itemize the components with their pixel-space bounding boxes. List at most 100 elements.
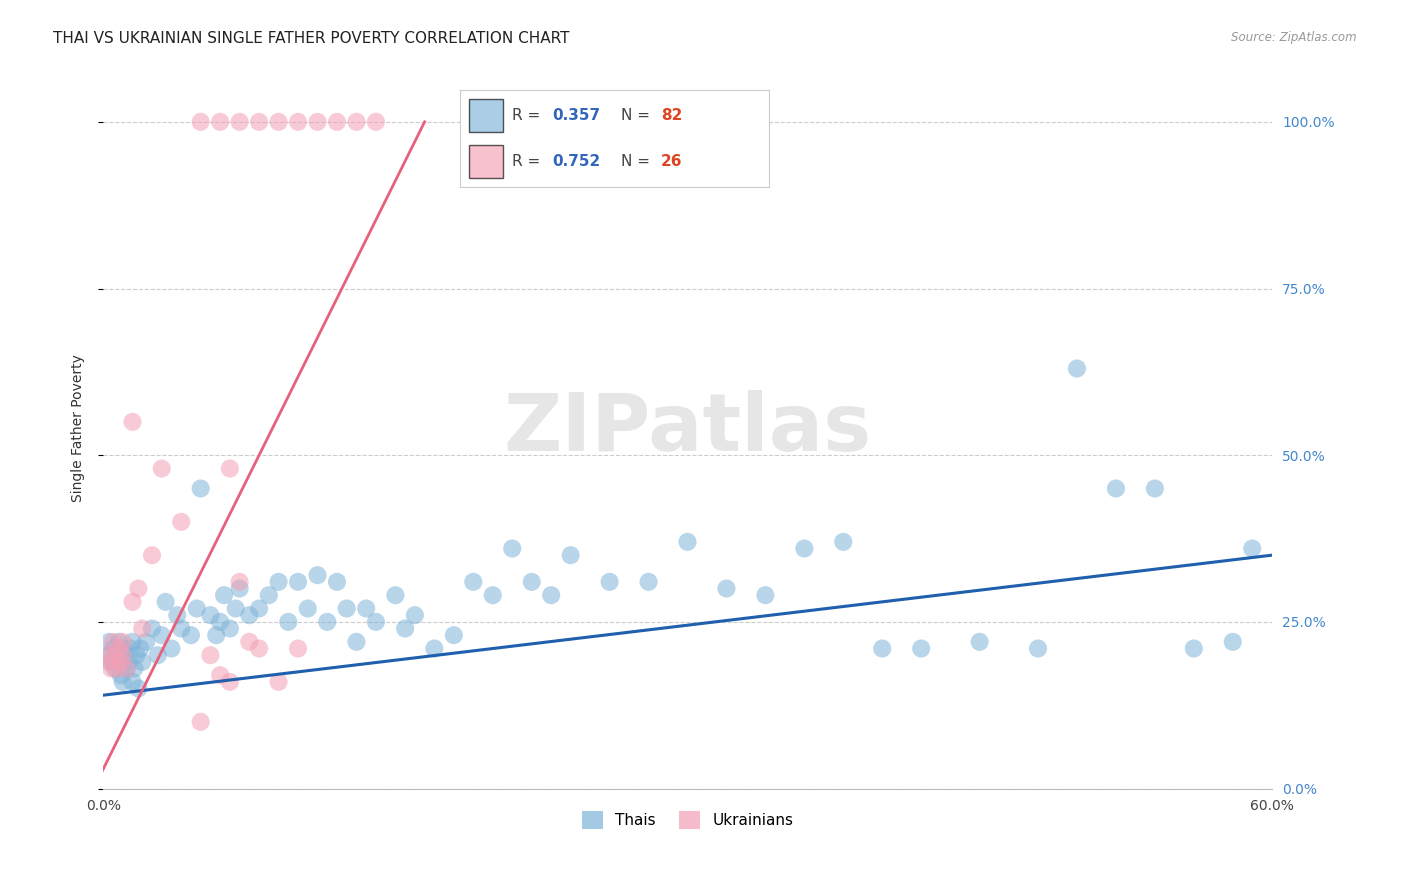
Ukrainians [121,595,143,609]
Thais [111,674,134,689]
Thais [257,588,280,602]
Thais [336,601,359,615]
Thais [247,601,270,615]
Ukrainians [96,648,118,663]
Ukrainians [247,115,270,129]
Ukrainians [218,461,240,475]
Ukrainians [98,655,121,669]
Thais [114,648,136,663]
Text: ZIPatlas: ZIPatlas [503,390,872,467]
Thais [404,608,426,623]
Thais [141,622,163,636]
Ukrainians [228,115,250,129]
Thais [228,582,250,596]
Ukrainians [111,648,134,663]
Thais [131,655,153,669]
Thais [832,534,855,549]
Text: THAI VS UKRAINIAN SINGLE FATHER POVERTY CORRELATION CHART: THAI VS UKRAINIAN SINGLE FATHER POVERTY … [53,31,569,46]
Ukrainians [121,415,143,429]
Thais [307,568,329,582]
Thais [180,628,202,642]
Thais [346,635,368,649]
Thais [277,615,299,629]
Thais [637,574,659,589]
Thais [117,655,139,669]
Y-axis label: Single Father Poverty: Single Father Poverty [72,355,86,502]
Ukrainians [209,115,232,129]
Thais [287,574,309,589]
Thais [115,661,138,675]
Ukrainians [127,582,149,596]
Thais [316,615,339,629]
Legend: Thais, Ukrainians: Thais, Ukrainians [575,805,800,835]
Ukrainians [141,548,163,562]
Thais [218,622,240,636]
Ukrainians [238,635,260,649]
Thais [146,648,169,663]
Thais [384,588,406,602]
Thais [1066,361,1088,376]
Thais [238,608,260,623]
Thais [111,641,134,656]
Thais [190,482,212,496]
Ukrainians [267,674,290,689]
Thais [108,655,131,669]
Thais [98,635,121,649]
Ukrainians [104,648,127,663]
Ukrainians [115,661,138,675]
Thais [969,635,991,649]
Thais [186,601,208,615]
Thais [170,622,193,636]
Thais [423,641,446,656]
Text: Source: ZipAtlas.com: Source: ZipAtlas.com [1232,31,1357,45]
Thais [120,641,142,656]
Thais [520,574,543,589]
Thais [150,628,173,642]
Ukrainians [346,115,368,129]
Thais [394,622,416,636]
Thais [1222,635,1244,649]
Thais [463,574,485,589]
Ukrainians [228,574,250,589]
Ukrainians [364,115,387,129]
Ukrainians [287,115,309,129]
Thais [910,641,932,656]
Ukrainians [307,115,329,129]
Thais [108,635,131,649]
Thais [225,601,247,615]
Thais [599,574,621,589]
Thais [1026,641,1049,656]
Thais [1105,482,1128,496]
Ukrainians [218,674,240,689]
Thais [98,648,121,663]
Thais [121,674,143,689]
Thais [1143,482,1166,496]
Thais [121,635,143,649]
Thais [676,534,699,549]
Thais [100,655,122,669]
Thais [124,661,146,675]
Ukrainians [267,115,290,129]
Thais [560,548,582,562]
Thais [1241,541,1264,556]
Ukrainians [100,661,122,675]
Thais [297,601,319,615]
Thais [326,574,349,589]
Ukrainians [170,515,193,529]
Thais [160,641,183,656]
Thais [166,608,188,623]
Ukrainians [190,714,212,729]
Ukrainians [150,461,173,475]
Thais [1182,641,1205,656]
Thais [212,588,235,602]
Ukrainians [200,648,222,663]
Thais [205,628,228,642]
Thais [101,641,124,656]
Ukrainians [108,641,131,656]
Thais [125,648,148,663]
Thais [793,541,815,556]
Ukrainians [326,115,349,129]
Thais [364,615,387,629]
Ukrainians [101,635,124,649]
Ukrainians [131,622,153,636]
